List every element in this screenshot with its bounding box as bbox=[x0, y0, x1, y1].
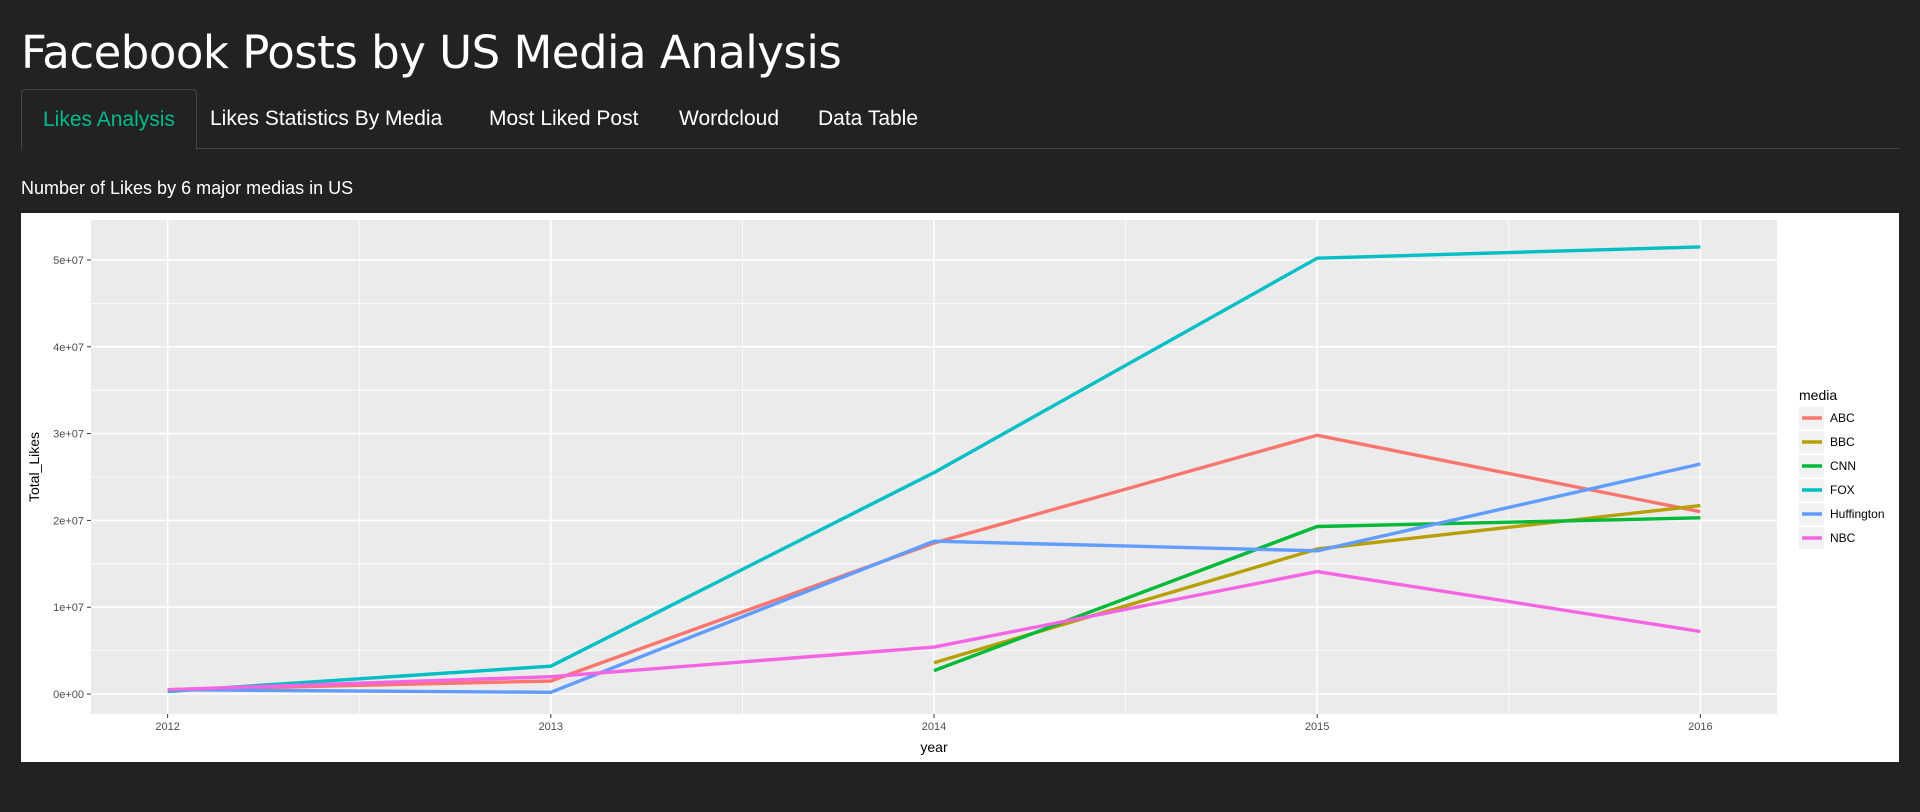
legend-label-nbc: NBC bbox=[1830, 531, 1856, 545]
plot-output: 0e+00 1e+07 2e+07 3e+07 4e+07 5e+07 2012 2013 2… bbox=[21, 213, 1899, 762]
major-gridlines bbox=[91, 220, 1777, 714]
series-line-huffington bbox=[167, 462, 1701, 694]
y-tick-label: 4e+07 bbox=[53, 342, 84, 354]
y-tick-label: 0e+00 bbox=[53, 689, 84, 701]
page-title: Facebook Posts by US Media Analysis bbox=[21, 26, 842, 79]
y-tick-label: 3e+07 bbox=[53, 429, 84, 441]
tab-likes-analysis[interactable]: Likes Analysis bbox=[21, 89, 197, 150]
tab-bar: Likes Analysis Likes Statistics By Media… bbox=[21, 89, 1899, 150]
tab-wordcloud[interactable]: Wordcloud bbox=[679, 107, 779, 130]
x-axis: 2012 2013 2014 2015 2016 bbox=[155, 714, 1713, 733]
legend-label-cnn: CNN bbox=[1830, 459, 1856, 473]
legend-title: media bbox=[1799, 387, 1837, 403]
series-lines bbox=[167, 245, 1701, 694]
x-tick-label: 2013 bbox=[539, 721, 563, 733]
x-axis-title: year bbox=[920, 739, 948, 755]
x-tick-label: 2015 bbox=[1305, 721, 1329, 733]
x-tick-label: 2014 bbox=[922, 721, 946, 733]
y-axis-title: Total_Likes bbox=[26, 432, 42, 502]
y-axis: 0e+00 1e+07 2e+07 3e+07 4e+07 5e+07 bbox=[53, 255, 91, 701]
tab-data-table[interactable]: Data Table bbox=[818, 107, 919, 130]
legend: media ABC BBC CNN FOX Huffington NBC bbox=[1799, 387, 1885, 549]
y-tick-label: 2e+07 bbox=[53, 515, 84, 527]
legend-label-abc: ABC bbox=[1830, 411, 1855, 425]
series-line-nbc bbox=[167, 569, 1701, 692]
y-tick-label: 1e+07 bbox=[53, 602, 84, 614]
legend-label-bbc: BBC bbox=[1830, 435, 1855, 449]
x-tick-label: 2016 bbox=[1688, 721, 1712, 733]
y-tick-label: 5e+07 bbox=[53, 255, 84, 267]
series-line-fox bbox=[167, 245, 1701, 694]
legend-label-fox: FOX bbox=[1830, 483, 1855, 497]
tab-most-liked-post[interactable]: Most Liked Post bbox=[489, 107, 639, 130]
x-tick-label: 2012 bbox=[155, 721, 179, 733]
chart-heading: Number of Likes by 6 major medias in US bbox=[21, 178, 354, 198]
tab-likes-statistics-by-media[interactable]: Likes Statistics By Media bbox=[210, 107, 443, 130]
legend-label-huffington: Huffington bbox=[1830, 507, 1885, 521]
